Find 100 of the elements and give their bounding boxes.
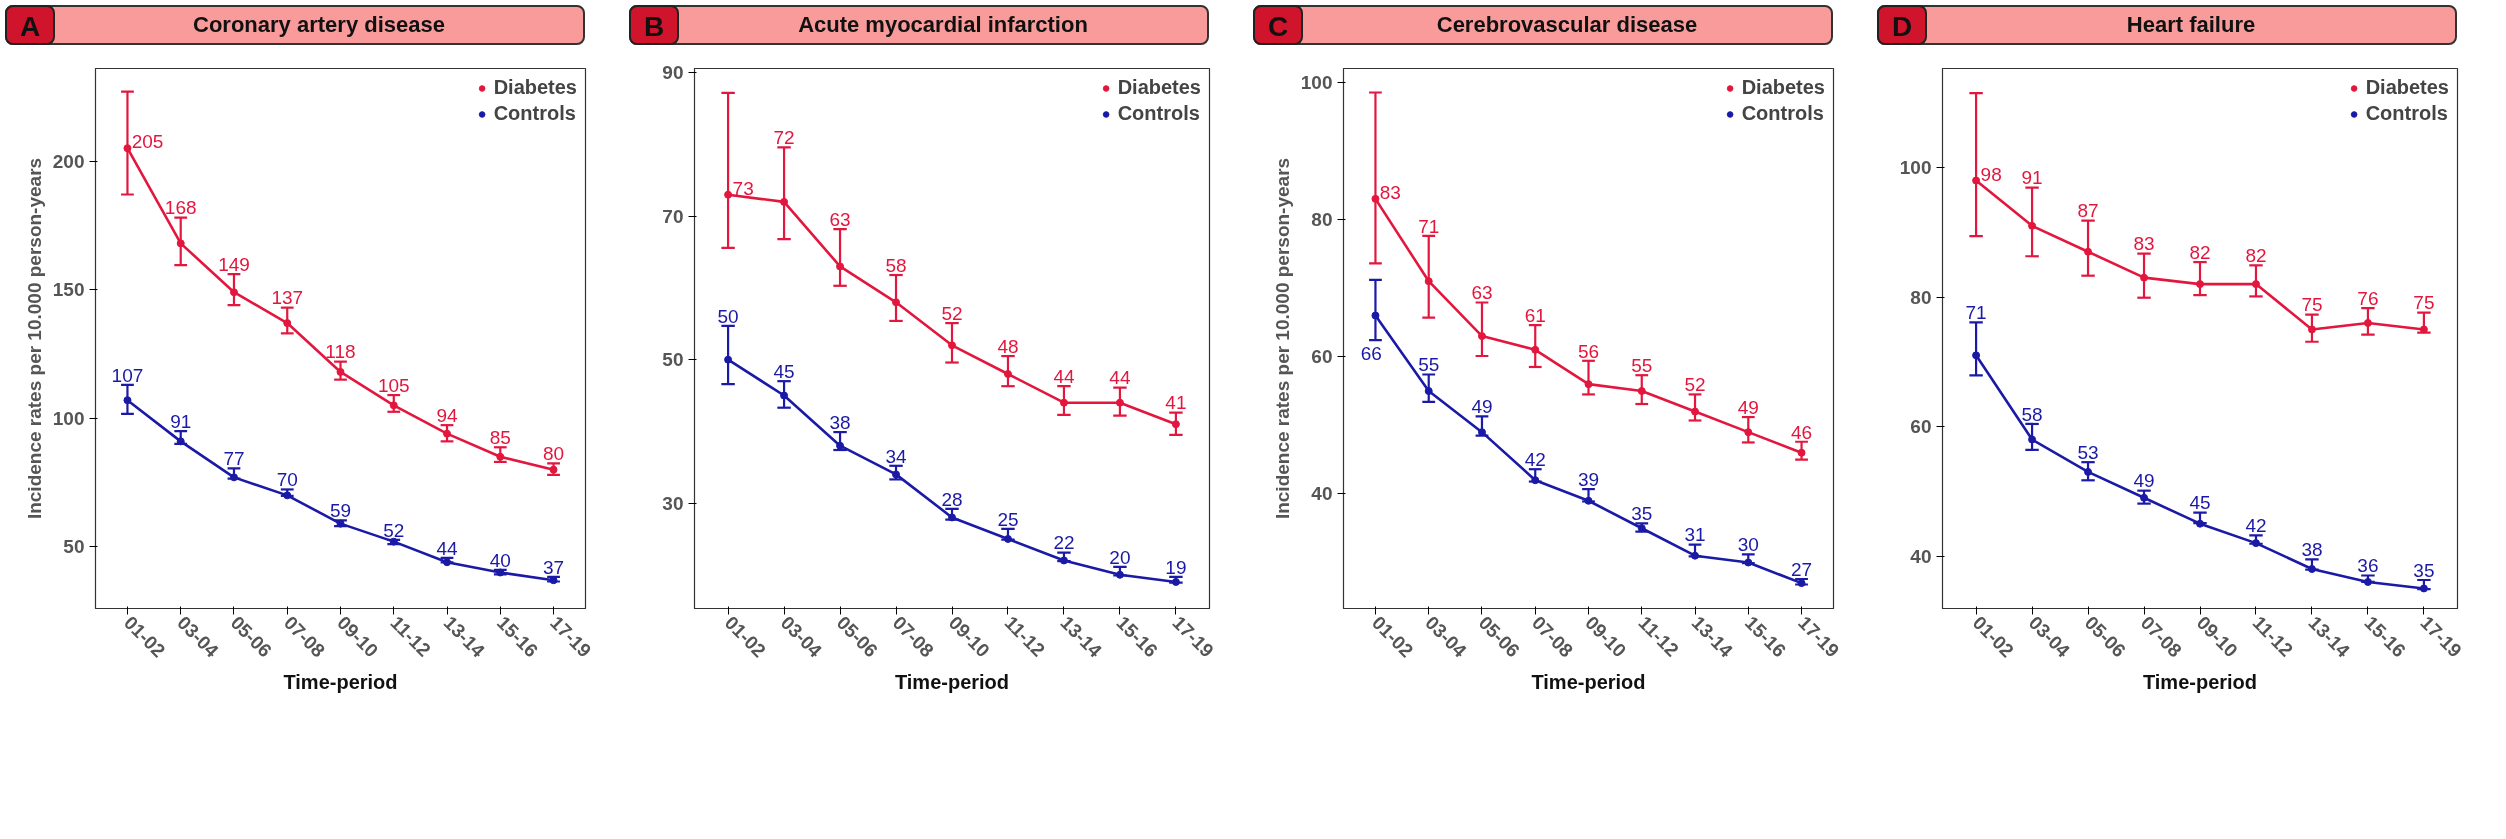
- data-label: 27: [1790, 558, 1813, 580]
- data-label: 49: [2133, 470, 2155, 492]
- data-label: 71: [1965, 302, 1987, 324]
- data-label: 72: [773, 127, 795, 149]
- data-label: 45: [2189, 492, 2211, 514]
- data-label: 63: [829, 208, 851, 230]
- data-label: 36: [2357, 555, 2379, 577]
- data-label: 52: [383, 519, 405, 541]
- data-label: 42: [2245, 515, 2267, 537]
- data-label: 38: [829, 411, 851, 433]
- data-label: 55: [1631, 354, 1653, 376]
- data-label: 49: [1471, 396, 1493, 418]
- data-label: 82: [2189, 241, 2211, 263]
- data-label: 30: [1737, 534, 1759, 556]
- data-label: 168: [164, 197, 197, 219]
- y-tick-label: 50: [63, 536, 85, 558]
- y-tick-label: 200: [52, 150, 85, 172]
- data-label: 83: [1379, 181, 1401, 203]
- y-tick-label: 90: [662, 62, 684, 84]
- data-label: 85: [489, 427, 511, 449]
- y-tick-label: 80: [1910, 286, 1932, 308]
- y-tick-label: 40: [1910, 545, 1932, 567]
- data-label: 48: [997, 335, 1019, 357]
- y-tick-label: 40: [1311, 483, 1333, 505]
- data-label: 40: [489, 549, 511, 571]
- data-label: 45: [773, 360, 795, 382]
- data-label: 22: [1053, 532, 1075, 554]
- data-label: 46: [1790, 421, 1813, 443]
- data-label: 61: [1524, 304, 1546, 326]
- data-label: 52: [941, 302, 963, 324]
- text: B: [629, 5, 679, 45]
- data-label: 73: [732, 177, 754, 199]
- text: D: [1877, 5, 1927, 45]
- data-label: 80: [542, 443, 565, 465]
- legend-label: Controls: [1117, 102, 1200, 125]
- data-label: 98: [1980, 163, 2002, 185]
- data-label: 19: [1165, 556, 1187, 578]
- data-label: 58: [2021, 403, 2043, 425]
- chart-title: Acute myocardial infarction: [797, 11, 1089, 40]
- data-label: 39: [1577, 468, 1600, 490]
- y-tick-label: 50: [662, 349, 684, 371]
- data-label: 87: [2077, 200, 2099, 222]
- text: A: [5, 5, 55, 45]
- y-tick-label: 150: [52, 279, 85, 301]
- data-label: 44: [1053, 365, 1075, 387]
- y-tick-label: 60: [1910, 416, 1932, 438]
- data-label: 77: [223, 448, 245, 470]
- data-label: 20: [1109, 546, 1131, 568]
- chart-title: Coronary artery disease: [192, 11, 446, 40]
- data-label: 66: [1360, 342, 1382, 364]
- legend-label: Diabetes: [1117, 76, 1201, 99]
- y-tick-label: 70: [662, 205, 684, 227]
- legend-label: Diabetes: [493, 76, 577, 99]
- data-label: 56: [1577, 340, 1600, 362]
- data-label: 118: [325, 341, 356, 363]
- chart-title: Heart failure: [2125, 11, 2257, 40]
- data-label: 107: [111, 364, 144, 386]
- data-label: 44: [436, 537, 459, 559]
- data-label: 28: [941, 488, 963, 510]
- x-axis-title: Time-period: [283, 671, 398, 694]
- legend-label: Controls: [1741, 102, 1824, 125]
- chart-title: Cerebrovascular disease: [1435, 11, 1699, 40]
- y-tick-label: 100: [52, 407, 85, 429]
- data-label: 49: [1737, 396, 1759, 418]
- legend-label: Diabetes: [2365, 76, 2449, 99]
- data-label: 31: [1684, 524, 1706, 546]
- y-tick-label: 30: [662, 492, 684, 514]
- data-label: 76: [2357, 287, 2379, 309]
- data-label: 44: [1109, 367, 1131, 389]
- data-label: 105: [377, 374, 410, 396]
- data-label: 52: [1684, 374, 1706, 396]
- data-label: 94: [436, 404, 459, 426]
- data-label: 91: [2021, 167, 2043, 189]
- x-axis-title: Time-period: [2142, 671, 2258, 694]
- y-axis-title: Incidence rates per 10.000 person-years: [23, 157, 45, 520]
- data-label: 42: [1524, 448, 1546, 470]
- data-label: 25: [997, 508, 1019, 530]
- data-label: 149: [218, 253, 250, 275]
- data-label: 59: [329, 500, 352, 522]
- y-tick-label: 60: [1311, 346, 1333, 368]
- data-label: 75: [2413, 292, 2435, 314]
- data-label: 35: [1631, 503, 1653, 525]
- data-label: 50: [717, 305, 739, 327]
- y-tick-label: 100: [1899, 157, 1932, 179]
- data-label: 38: [2301, 539, 2323, 561]
- legend-label: Controls: [493, 102, 576, 125]
- text: C: [1253, 5, 1303, 45]
- data-label: 41: [1165, 392, 1187, 414]
- data-label: 58: [885, 254, 907, 276]
- data-label: 63: [1471, 282, 1493, 304]
- data-label: 35: [2413, 559, 2435, 581]
- data-label: 53: [2077, 441, 2099, 463]
- y-axis-title: Incidence rates per 10.000 person-years: [1271, 157, 1293, 520]
- x-axis-title: Time-period: [1531, 671, 1646, 694]
- data-label: 83: [2133, 233, 2155, 255]
- legend-label: Controls: [2365, 102, 2448, 125]
- data-label: 34: [885, 445, 908, 467]
- x-axis-title: Time-period: [894, 671, 1010, 694]
- data-label: 137: [271, 287, 304, 309]
- data-label: 71: [1418, 215, 1440, 237]
